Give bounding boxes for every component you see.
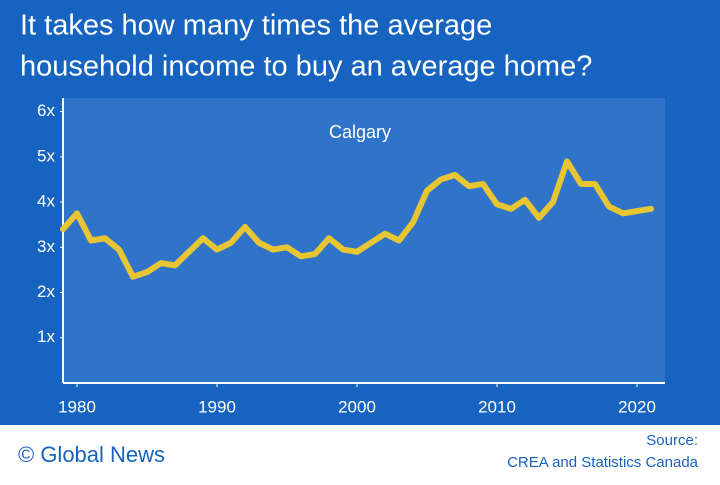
y-tick-label: 2x xyxy=(37,282,55,301)
x-tick-label: 1980 xyxy=(58,397,96,416)
plot-area xyxy=(63,98,665,383)
source: Source: xyxy=(646,432,698,449)
y-tick-label: 3x xyxy=(37,237,55,256)
chart-title: household income to buy an average home? xyxy=(20,51,592,83)
y-tick-label: 6x xyxy=(37,101,55,120)
y-tick-label: 1x xyxy=(37,327,55,346)
chart-title: It takes how many times the average xyxy=(20,10,492,42)
y-tick-label: 4x xyxy=(37,192,55,211)
footer-band xyxy=(0,425,720,480)
brand: © Global News xyxy=(18,442,165,467)
x-tick-label: 1990 xyxy=(198,397,236,416)
y-tick-label: 5x xyxy=(37,146,55,165)
line xyxy=(60,158,654,280)
x-tick-label: 2020 xyxy=(618,397,656,416)
annotation: Calgary xyxy=(329,122,391,142)
x-tick-label: 2000 xyxy=(338,397,376,416)
x-tick-label: 2010 xyxy=(478,397,516,416)
source: CREA and Statistics Canada xyxy=(507,454,699,471)
